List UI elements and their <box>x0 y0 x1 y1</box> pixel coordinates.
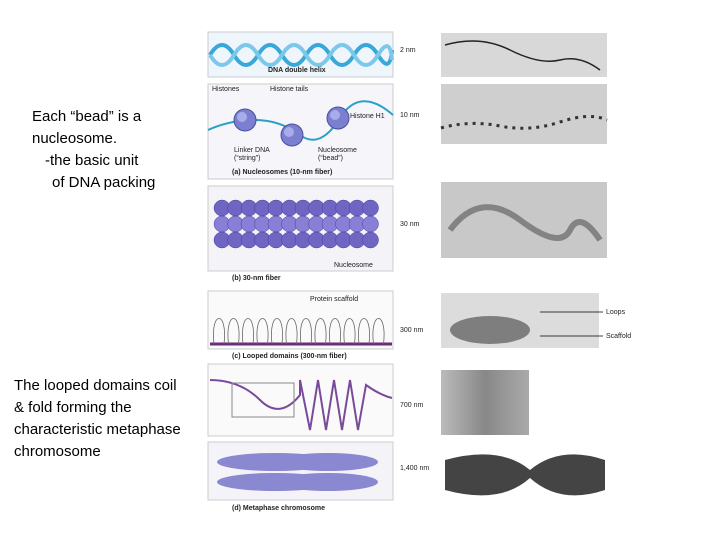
micrograph-blob <box>450 316 530 344</box>
note-line: of DNA packing <box>52 174 155 191</box>
label: Histone H1 <box>350 113 385 120</box>
scale-label: 300 nm <box>400 327 424 334</box>
micrograph-chromosome <box>445 454 605 496</box>
helix-strand <box>208 43 394 67</box>
chromatid <box>278 473 378 491</box>
panel <box>207 363 394 437</box>
label: (“bead”) <box>318 155 343 162</box>
loop <box>256 318 269 345</box>
caption: DNA double helix <box>268 67 326 74</box>
coil <box>209 379 393 431</box>
scale-label: 1,400 nm <box>400 465 429 472</box>
loop <box>227 318 240 345</box>
caption: (b) 30-nm fiber <box>232 275 281 282</box>
label: Linker DNA <box>234 147 270 154</box>
micrograph-strand <box>440 115 608 130</box>
inset-box <box>231 382 295 418</box>
loop <box>285 318 298 345</box>
note-line: & fold forming the <box>14 399 132 416</box>
caption: (d) Metaphase chromosome <box>232 505 325 512</box>
label: Histone tails <box>270 86 309 93</box>
label: (“string”) <box>234 155 260 162</box>
label: Nucleosome <box>318 147 357 154</box>
panel <box>207 31 394 78</box>
note-line: The looped domains coil <box>14 377 177 394</box>
note-line: nucleosome. <box>32 130 117 147</box>
label: Protein scaffold <box>310 296 358 303</box>
loops <box>213 318 385 345</box>
loop <box>372 318 385 345</box>
loop <box>242 318 254 345</box>
loop <box>343 318 356 345</box>
scale-label: 10 nm <box>400 112 420 119</box>
scale-label: 2 nm <box>400 47 416 54</box>
micrograph <box>441 84 607 144</box>
loop <box>314 318 327 345</box>
label: Loops <box>606 309 626 316</box>
fiber-nucleosome <box>362 215 379 233</box>
caption: (a) Nucleosomes (10-nm fiber) <box>232 169 332 176</box>
note-line: Each “bead” is a <box>32 108 142 125</box>
scale-label: 30 nm <box>400 221 420 228</box>
panel <box>207 441 394 501</box>
chromatid <box>278 453 378 471</box>
fiber-nucleosome <box>362 199 379 217</box>
scale-label: 700 nm <box>400 402 424 409</box>
micrograph-strand <box>444 40 601 71</box>
nucleosome-core <box>284 127 294 137</box>
label: Scaffold <box>606 333 631 340</box>
micrograph <box>441 33 607 77</box>
caption: (c) Looped domains (300-nm fiber) <box>232 353 347 360</box>
nucleosome-core <box>330 110 340 120</box>
label: Histones <box>212 86 240 93</box>
micrograph <box>441 370 529 435</box>
nucleosome-core <box>237 112 247 122</box>
note-line: -the basic unit <box>45 152 139 169</box>
loop <box>329 318 341 345</box>
loop <box>213 318 225 345</box>
loop <box>271 318 283 345</box>
fiber-nucleosome <box>362 231 379 249</box>
micrograph-strand <box>447 204 603 242</box>
loop <box>300 318 312 345</box>
loop <box>358 318 370 345</box>
nucleosomes <box>233 106 350 147</box>
label: Nucleosome <box>334 262 373 269</box>
note-line: chromosome <box>14 443 101 460</box>
note-line: characteristic metaphase <box>14 421 181 438</box>
